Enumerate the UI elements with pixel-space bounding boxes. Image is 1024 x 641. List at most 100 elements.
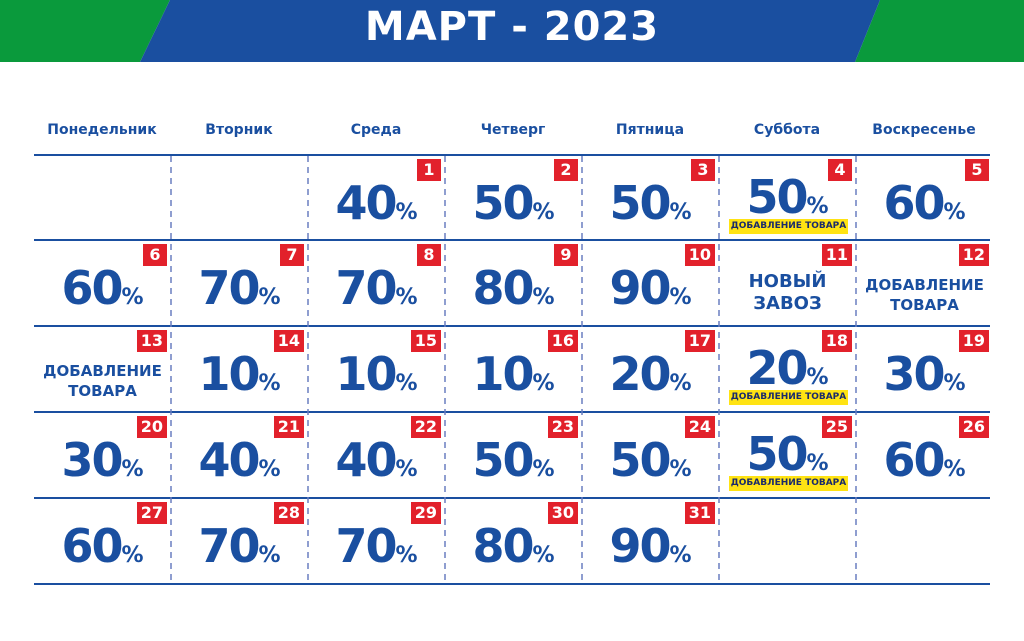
add-goods-tag: ДОБАВЛЕНИЕ ТОВАРА (729, 219, 848, 234)
day-number-badge: 17 (684, 330, 715, 352)
day-number-badge: 11 (821, 244, 852, 266)
day-note: ДОБАВЛЕНИЕ ТОВАРА (43, 362, 162, 400)
day-number-badge: 28 (273, 502, 304, 524)
header-banner: МАРТ - 2023 (0, 0, 1024, 62)
day-number-badge: 15 (410, 330, 441, 352)
day-note: НОВЫЙ ЗАВОЗ (748, 271, 827, 314)
day-number-badge: 25 (821, 416, 852, 438)
day-number-badge: 23 (547, 416, 578, 438)
discount-value: 50% (609, 176, 692, 230)
day-number-badge: 22 (410, 416, 441, 438)
discount-value: 70% (335, 261, 418, 315)
calendar-day-cell: 31 90% (582, 499, 719, 583)
calendar-day-cell: 9 80% (445, 241, 582, 325)
add-goods-tag: ДОБАВЛЕНИЕ ТОВАРА (729, 390, 848, 405)
calendar-day-cell: 20 30% (34, 413, 171, 497)
day-number-badge: 8 (417, 244, 441, 266)
calendar-day-cell: 29 70% (308, 499, 445, 583)
day-number-badge: 29 (410, 502, 441, 524)
discount-value: 30% (61, 433, 144, 487)
calendar-day-cell: 28 70% (171, 499, 308, 583)
calendar-day-cell: 23 50% (445, 413, 582, 497)
calendar-day-cell: 5 60% (856, 156, 993, 240)
discount-value: 60% (883, 433, 966, 487)
day-number-badge: 5 (965, 159, 989, 181)
calendar-day-cell: 3 50% (582, 156, 719, 240)
day-number-badge: 7 (280, 244, 304, 266)
day-number-badge: 16 (547, 330, 578, 352)
calendar-day-cell: 13 ДОБАВЛЕНИЕ ТОВАРА (34, 327, 171, 411)
day-number-badge: 31 (684, 502, 715, 524)
calendar-day-cell: 10 90% (582, 241, 719, 325)
discount-value: 70% (198, 261, 281, 315)
discount-value: 40% (335, 433, 418, 487)
calendar-day-cell: 17 20% (582, 327, 719, 411)
discount-value: 90% (609, 519, 692, 573)
day-number-badge: 24 (684, 416, 715, 438)
calendar-day-cell: 30 80% (445, 499, 582, 583)
discount-value: 90% (609, 261, 692, 315)
discount-value: 60% (883, 176, 966, 230)
calendar-day-cell: 27 60% (34, 499, 171, 583)
day-number-badge: 10 (684, 244, 715, 266)
calendar-day-cell: 8 70% (308, 241, 445, 325)
discount-value: 10% (335, 347, 418, 401)
calendar-day-cell: 12 ДОБАВЛЕНИЕ ТОВАРА (856, 241, 993, 325)
calendar-day-cell: 22 40% (308, 413, 445, 497)
discount-value: 40% (335, 176, 418, 230)
discount-value: 20% (746, 341, 829, 395)
calendar-day-cell: 16 10% (445, 327, 582, 411)
discount-value: 70% (198, 519, 281, 573)
day-number-badge: 2 (554, 159, 578, 181)
discount-value: 80% (472, 519, 555, 573)
discount-value: 60% (61, 519, 144, 573)
discount-value: 50% (472, 433, 555, 487)
discount-value: 60% (61, 261, 144, 315)
calendar-day-cell: 19 30% (856, 327, 993, 411)
weekday-label: Вторник (205, 122, 273, 138)
calendar-day-cell: 2 50% (445, 156, 582, 240)
calendar-day-cell: 1 40% (308, 156, 445, 240)
day-number-badge: 4 (828, 159, 852, 181)
day-number-badge: 18 (821, 330, 852, 352)
day-number-badge: 9 (554, 244, 578, 266)
calendar-day-cell: 11 НОВЫЙ ЗАВОЗ (719, 241, 856, 325)
weekday-label: Среда (350, 122, 402, 138)
page-title: МАРТ - 2023 (364, 4, 660, 50)
add-goods-tag: ДОБАВЛЕНИЕ ТОВАРА (729, 476, 848, 491)
discount-value: 10% (472, 347, 555, 401)
day-number-badge: 6 (143, 244, 167, 266)
calendar-day-cell: 15 10% (308, 327, 445, 411)
day-number-badge: 13 (136, 330, 167, 352)
banner-shape (0, 0, 1024, 62)
weekday-label: Воскресенье (872, 122, 976, 138)
day-number-badge: 26 (958, 416, 989, 438)
calendar-day-cell: 24 50% (582, 413, 719, 497)
day-number-badge: 3 (691, 159, 715, 181)
weekday-label: Пятница (615, 122, 685, 138)
weekday-label: Суббота (753, 122, 821, 138)
day-number-badge: 12 (958, 244, 989, 266)
discount-value: 80% (472, 261, 555, 315)
day-number-badge: 14 (273, 330, 304, 352)
calendar-day-cell: 21 40% (171, 413, 308, 497)
calendar-day-cell: 25 50% ДОБАВЛЕНИЕ ТОВАРА (719, 413, 856, 497)
calendar-day-cell: 14 10% (171, 327, 308, 411)
day-note: ДОБАВЛЕНИЕ ТОВАРА (865, 276, 984, 314)
calendar-day-cell: 26 60% (856, 413, 993, 497)
discount-value: 40% (198, 433, 281, 487)
day-number-badge: 30 (547, 502, 578, 524)
day-number-badge: 20 (136, 416, 167, 438)
weekday-label: Понедельник (47, 122, 157, 138)
day-number-badge: 19 (958, 330, 989, 352)
discount-value: 30% (883, 347, 966, 401)
day-number-badge: 21 (273, 416, 304, 438)
discount-value: 50% (609, 433, 692, 487)
discount-value: 20% (609, 347, 692, 401)
calendar-day-cell: 18 20% ДОБАВЛЕНИЕ ТОВАРА (719, 327, 856, 411)
discount-value: 50% (746, 427, 829, 481)
discount-value: 50% (472, 176, 555, 230)
discount-value: 70% (335, 519, 418, 573)
discount-value: 50% (746, 170, 829, 224)
discount-value: 10% (198, 347, 281, 401)
